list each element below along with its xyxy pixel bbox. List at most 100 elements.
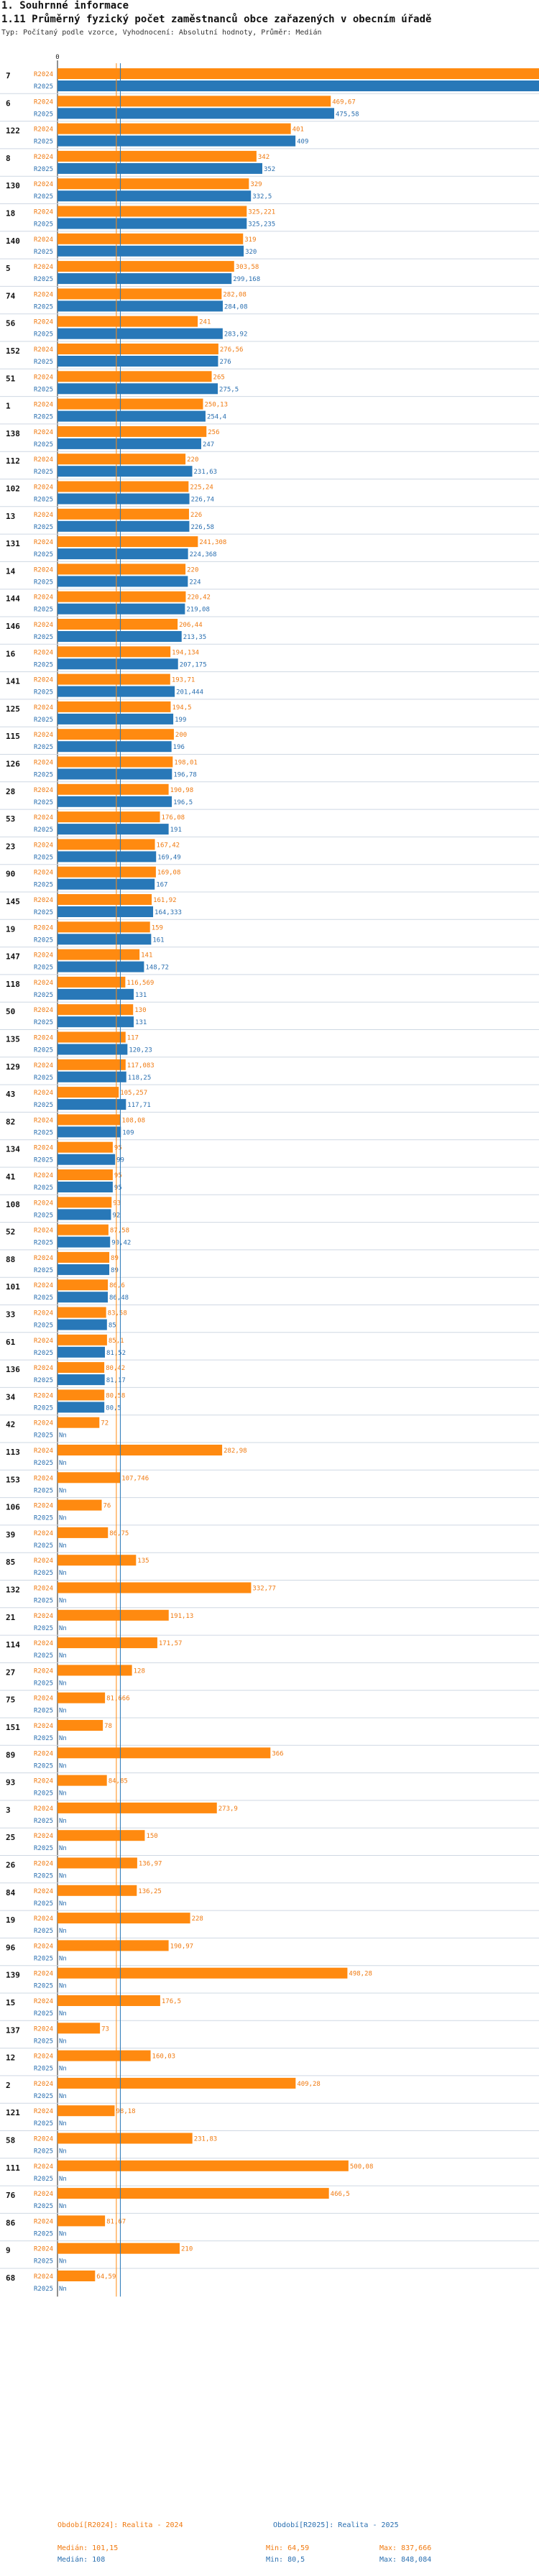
value-label-r2024: 250,13: [205, 402, 229, 409]
value-label-r2024: 273,9: [218, 1806, 238, 1813]
group-label: 132: [6, 1586, 20, 1595]
series-label-r2025: R2025: [34, 276, 53, 283]
series-label-r2024: R2024: [34, 539, 53, 546]
value-label-r2024: 366: [272, 1750, 283, 1757]
value-label-r2024: 303,58: [236, 264, 259, 271]
value-label-r2025: Nn: [59, 2093, 67, 2100]
value-label-r2025: 80,5: [106, 1404, 121, 1412]
series-label-r2025: R2025: [34, 1845, 53, 1852]
value-label-r2024: 89: [111, 1255, 119, 1262]
value-label-r2024: 206,44: [179, 622, 203, 629]
series-label-r2024: R2024: [34, 402, 53, 409]
group-label: 7: [6, 71, 11, 80]
series-label-r2024: R2024: [34, 2191, 53, 2198]
series-label-r2024: R2024: [34, 1750, 53, 1757]
value-label-r2025: 148,72: [145, 965, 169, 972]
series-label-r2025: R2025: [34, 1322, 53, 1330]
series-label-r2025: R2025: [34, 166, 53, 173]
group-label: 121: [6, 2108, 20, 2117]
value-label-r2024: 191,13: [170, 1613, 194, 1620]
value-label-r2025: Nn: [59, 1983, 67, 1990]
series-label-r2024: R2024: [34, 1723, 53, 1730]
group-label: 126: [6, 760, 20, 769]
value-label-r2025: 89: [111, 1267, 119, 1274]
value-label-r2025: 196: [173, 744, 185, 751]
bar-r2024: [57, 233, 244, 244]
series-label-r2025: R2025: [34, 1652, 53, 1660]
bar-r2025: [57, 190, 252, 202]
bar-r2024: [57, 894, 152, 905]
group-label: 82: [6, 1117, 15, 1126]
bar-r2024: [57, 398, 203, 410]
group-label: 19: [6, 924, 15, 934]
series-label-r2025: R2025: [34, 661, 53, 668]
value-label-r2024: 220,42: [187, 594, 211, 602]
series-label-r2025: R2025: [34, 1928, 53, 1935]
series-label-r2025: R2025: [34, 83, 53, 91]
bar-r2024: [57, 2133, 193, 2144]
series-label-r2025: R2025: [34, 1432, 53, 1440]
series-label-r2024: R2024: [34, 952, 53, 960]
bar-r2024: [57, 1609, 169, 1621]
value-label-r2025: Nn: [59, 1818, 67, 1825]
series-label-r2025: R2025: [34, 1404, 53, 1412]
value-label-r2025: 325,235: [248, 221, 275, 229]
bar-r2024: [57, 619, 178, 630]
value-label-r2025: 167: [156, 882, 167, 889]
series-label-r2024: R2024: [34, 126, 53, 134]
group-label: 151: [6, 1723, 20, 1732]
bar-r2024: [57, 811, 160, 823]
series-label-r2024: R2024: [34, 1833, 53, 1840]
legend-2024-max: Max: 837,666: [379, 2544, 432, 2552]
group-label: 90: [6, 870, 15, 879]
value-label-r2024: 95: [114, 1145, 122, 1152]
series-label-r2025: R2025: [34, 1708, 53, 1715]
bar-r2024: [57, 1527, 109, 1538]
bar-r2024: [57, 2271, 96, 2281]
value-label-r2024: 105,257: [120, 1090, 147, 1097]
series-label-r2025: R2025: [34, 331, 53, 339]
value-label-r2024: 159: [152, 924, 163, 932]
series-label-r2025: R2025: [34, 717, 53, 724]
series-label-r2025: R2025: [34, 1900, 53, 1908]
bar-r2024: [57, 1059, 126, 1070]
value-label-r2025: Nn: [59, 1762, 67, 1770]
bar-r2025: [57, 1264, 110, 1275]
group-label: 27: [6, 1668, 15, 1677]
value-label-r2024: 76: [103, 1503, 111, 1510]
group-label: 144: [6, 594, 20, 604]
series-label-r2024: R2024: [34, 1998, 53, 2005]
series-label-r2024: R2024: [34, 319, 53, 326]
group-label: 16: [6, 649, 16, 658]
x-axis-tick-label: 0: [55, 54, 59, 61]
series-label-r2025: R2025: [34, 111, 53, 118]
bar-r2025: [57, 906, 154, 917]
bar-r2024: [57, 1279, 109, 1291]
series-label-r2024: R2024: [34, 649, 53, 656]
bar-r2025: [57, 1016, 134, 1028]
bar-r2024: [57, 729, 174, 740]
value-label-r2024: 95: [114, 1172, 122, 1179]
group-label: 139: [6, 1971, 20, 1980]
bar-r2024: [57, 1307, 106, 1318]
series-label-r2025: R2025: [34, 1542, 53, 1550]
series-label-r2024: R2024: [34, 1282, 53, 1289]
series-label-r2025: R2025: [34, 2148, 53, 2156]
series-label-r2025: R2025: [34, 359, 53, 366]
value-label-r2024: 116,569: [126, 980, 154, 987]
series-label-r2025: R2025: [34, 1735, 53, 1742]
value-label-r2024: 141: [141, 952, 152, 960]
group-label: 89: [6, 1750, 15, 1760]
value-label-r2025: Nn: [59, 2066, 67, 2073]
series-label-r2024: R2024: [34, 1696, 53, 1703]
value-label-r2024: 80,58: [106, 1392, 125, 1399]
value-label-r2025: Nn: [59, 1680, 67, 1687]
value-label-r2025: Nn: [59, 1625, 67, 1632]
series-label-r2024: R2024: [34, 1943, 53, 1950]
bar-r2025: [57, 80, 539, 91]
bar-r2024: [57, 1967, 348, 1979]
bar-r2024: [57, 316, 198, 327]
bar-r2024: [57, 68, 539, 79]
series-label-r2024: R2024: [34, 1392, 53, 1399]
bar-r2024: [57, 1665, 132, 1676]
